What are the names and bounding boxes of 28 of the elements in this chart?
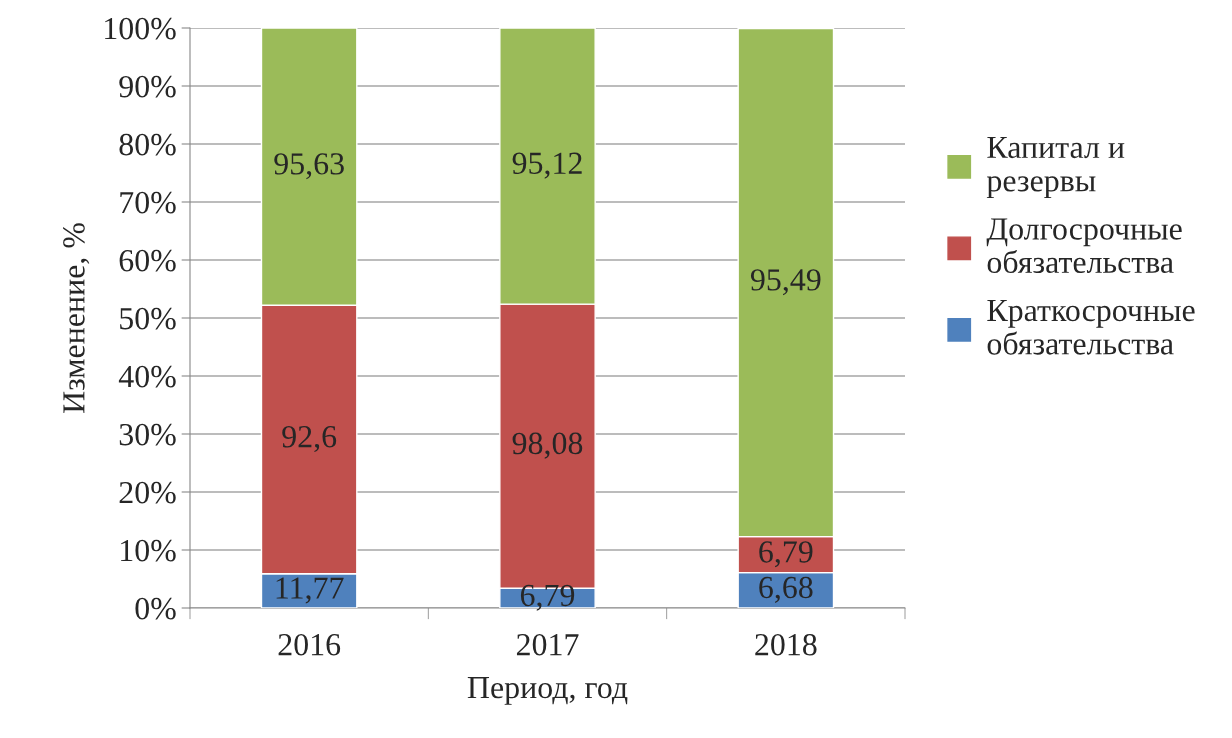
annotation: 6,79	[520, 584, 575, 611]
annotation: 6,79	[759, 541, 813, 568]
y-tick-label: 70%	[120, 191, 176, 214]
y-tick-label: 60%	[119, 249, 176, 272]
y-tick-label: 0%	[135, 597, 176, 620]
annotation: 98,08	[512, 432, 583, 459]
x-axis-title: Период, год	[467, 677, 628, 705]
y-tick-label: 40%	[118, 365, 176, 388]
x-tick-label: 2017	[516, 633, 579, 656]
x-tick-label: 2018	[755, 633, 817, 656]
y-tick-label: 10%	[121, 539, 176, 562]
annotation: 92,6	[282, 426, 337, 453]
annotation: 6,68	[759, 576, 813, 603]
y-axis-title: Изменение, %	[63, 223, 90, 414]
annotation: 95,12	[512, 152, 582, 179]
y-tick-label: 50%	[120, 307, 176, 330]
x-tick-label: 2016	[278, 633, 341, 656]
legend-label: Краткосрочные обязательства	[987, 300, 1195, 355]
y-tick-label: 100%	[105, 17, 176, 40]
y-tick-label: 90%	[119, 75, 176, 98]
y-tick-label: 80%	[119, 133, 176, 156]
legend-label: Капитал и резервы	[986, 136, 1125, 199]
legend-label: Долгосрочные обязательства	[986, 218, 1182, 274]
annotation: 95,49	[750, 269, 821, 296]
annotation: 95,63	[274, 153, 344, 180]
y-tick-label: 20%	[119, 481, 176, 504]
y-tick-label: 30%	[119, 423, 176, 446]
annotation: 11,77	[276, 577, 344, 604]
